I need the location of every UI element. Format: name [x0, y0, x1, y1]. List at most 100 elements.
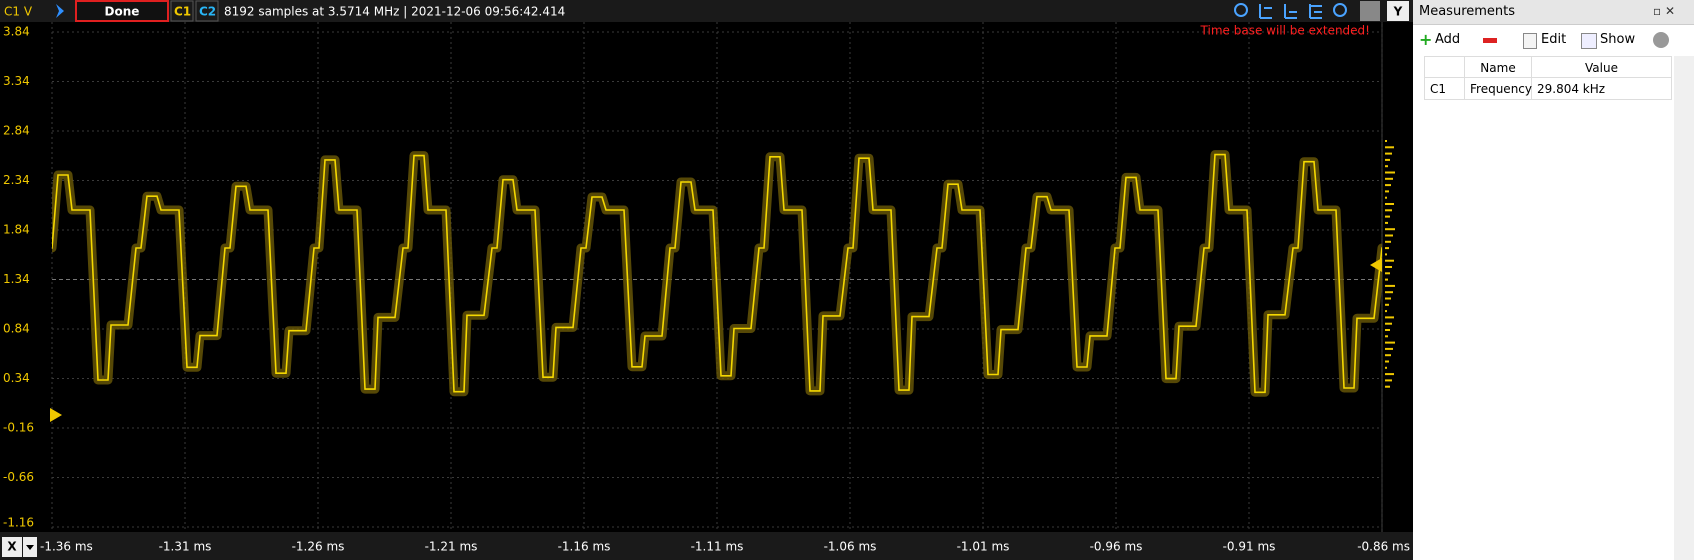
- status: Done: [105, 5, 140, 19]
- histogram-bar: [1385, 184, 1391, 187]
- channel-unit: C1 V: [4, 5, 33, 19]
- panel-controls[interactable]: ▫ ✕: [1653, 4, 1676, 18]
- zoom-out-icon[interactable]: [1333, 3, 1347, 17]
- histogram-bar: [1385, 165, 1388, 168]
- trace: [52, 153, 1382, 394]
- measurements-panel: Measurements ▫ ✕ + Add Edit Show Name Va…: [1413, 0, 1694, 560]
- show-button[interactable]: Show: [1600, 32, 1636, 47]
- add-icon[interactable]: +: [1419, 30, 1433, 49]
- x-tick-label: -1.36 ms: [40, 540, 93, 554]
- x-tick-label: -0.86 ms: [1357, 540, 1410, 554]
- histogram-bar: [1385, 360, 1389, 363]
- histogram-bar: [1385, 259, 1394, 262]
- histogram-bar: [1385, 366, 1387, 369]
- histogram-bar: [1385, 278, 1388, 281]
- header-cell: Name: [1465, 56, 1532, 78]
- trigger-marker: [1370, 258, 1382, 272]
- histogram-bar: [1385, 354, 1391, 357]
- panel-header: [1413, 0, 1694, 25]
- y-tick-label: 1.84: [3, 223, 30, 237]
- edit-button[interactable]: Edit: [1541, 32, 1567, 47]
- histogram-bar: [1385, 379, 1392, 382]
- tool-icon[interactable]: [1309, 4, 1322, 19]
- y-tick-label: 2.84: [3, 124, 30, 138]
- histogram-bar: [1385, 253, 1387, 256]
- x-tick-label: -1.01 ms: [957, 540, 1010, 554]
- histogram-bar: [1385, 215, 1390, 218]
- x-tick-label: -1.16 ms: [558, 540, 611, 554]
- histogram-bar: [1385, 240, 1391, 243]
- histogram-bar: [1385, 385, 1390, 388]
- remove-button[interactable]: [1483, 38, 1497, 43]
- tool-icon[interactable]: [1259, 4, 1272, 19]
- histogram-bar: [1385, 272, 1390, 275]
- histogram-bar: [1385, 196, 1387, 199]
- x-tick-label: -1.31 ms: [159, 540, 212, 554]
- panel-title: Measurements: [1419, 4, 1516, 19]
- histogram-bar: [1385, 203, 1394, 205]
- y-tick-label: -1.16: [3, 516, 34, 530]
- ground-marker: [50, 408, 62, 422]
- ch1-box[interactable]: [170, 0, 194, 22]
- bottom-bar: [0, 532, 1413, 560]
- header-cell: Value: [1532, 56, 1672, 78]
- y-tick-label: 3.34: [3, 74, 30, 88]
- x-tick-label: -1.06 ms: [824, 540, 877, 554]
- histogram-bar: [1385, 297, 1391, 300]
- run-icon[interactable]: [56, 4, 64, 18]
- histogram-bar: [1385, 335, 1388, 338]
- histogram-bar: [1385, 171, 1395, 174]
- histogram-bar: [1385, 209, 1392, 212]
- ch2[interactable]: C2: [199, 5, 216, 19]
- x-tick-label: -0.91 ms: [1223, 540, 1276, 554]
- histogram-bar: [1385, 373, 1394, 376]
- settings-icon[interactable]: [1360, 1, 1380, 21]
- x-tick-label: -0.96 ms: [1090, 540, 1143, 554]
- scrollbar[interactable]: [1674, 56, 1694, 560]
- x-button-box[interactable]: [2, 537, 22, 557]
- histogram-bar: [1385, 322, 1392, 325]
- table-cell: Frequency: [1465, 78, 1532, 100]
- zoom-icon[interactable]: [1234, 3, 1248, 17]
- histogram-bar: [1385, 221, 1388, 224]
- ch1[interactable]: C1: [174, 5, 191, 19]
- add-button[interactable]: Add: [1435, 32, 1461, 47]
- settings-icon[interactable]: [1653, 32, 1669, 48]
- header-cell: [1424, 56, 1465, 78]
- acquisition-info: 8192 samples at 3.5714 MHz | 2021-12-06 …: [224, 5, 565, 19]
- histogram-bar: [1385, 228, 1395, 231]
- histogram-bar: [1385, 266, 1392, 268]
- y-tick-label: 1.34: [3, 272, 30, 286]
- tool-icon[interactable]: [1284, 4, 1297, 19]
- status-box[interactable]: [75, 0, 169, 22]
- histogram-bar: [1385, 347, 1393, 350]
- histogram-bar: [1385, 234, 1393, 237]
- dropdown-arrow: [26, 545, 34, 550]
- zoom-tools[interactable]: [1234, 1, 1380, 21]
- y-tick-label: 0.84: [3, 322, 30, 336]
- ch2-box[interactable]: [195, 0, 219, 22]
- histogram-bar: [1385, 303, 1389, 306]
- histogram-bar: [1385, 158, 1390, 161]
- edit-icon[interactable]: [1523, 33, 1537, 49]
- histogram-bar: [1385, 140, 1387, 142]
- histogram-bar: [1385, 284, 1395, 287]
- x-tick-label: -1.21 ms: [425, 540, 478, 554]
- table-cell: 29.804 kHz: [1532, 78, 1672, 100]
- histogram-bar: [1385, 329, 1390, 331]
- warning: Time base will be extended!: [1200, 24, 1370, 38]
- histogram-bar: [1385, 291, 1393, 294]
- histogram-bar: [1385, 316, 1394, 319]
- y-button-box[interactable]: [1387, 1, 1409, 21]
- x-button[interactable]: X: [7, 540, 17, 554]
- scope-view: C1 V Done C1 C2 8192 samples at 3.5714 M…: [0, 0, 1413, 560]
- x-tick-label: -1.11 ms: [691, 540, 744, 554]
- x-tick-label: -1.26 ms: [292, 540, 345, 554]
- histogram-bar: [1385, 152, 1392, 155]
- y-tick-label: -0.16: [3, 421, 34, 435]
- y-button[interactable]: Y: [1393, 5, 1403, 19]
- histogram-bar: [1385, 190, 1389, 193]
- top-bar: [0, 0, 1413, 22]
- show-icon[interactable]: [1581, 33, 1597, 49]
